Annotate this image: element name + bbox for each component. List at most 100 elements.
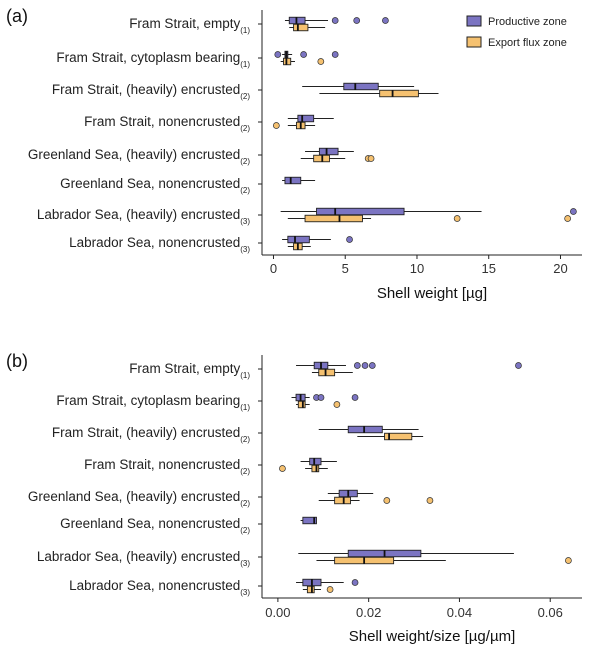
box-productive <box>274 50 339 59</box>
box-productive <box>287 114 334 123</box>
category-label-subscript: (1) <box>240 371 250 380</box>
legend-label-productive: Productive zone <box>488 16 567 28</box>
category-label-text: Fram Strait, cytoplasm bearing <box>56 393 240 408</box>
category-label: Greenland Sea, (heavily) encrusted(2) <box>28 147 250 166</box>
box-productive <box>305 147 354 156</box>
x-tick-label: 15 <box>481 261 495 276</box>
iqr-box <box>297 114 315 123</box>
box-productive <box>282 235 353 244</box>
box-export <box>287 214 572 223</box>
box-productive <box>282 176 316 185</box>
legend-label-export: Export flux zone <box>488 37 567 49</box>
outlier-point <box>351 579 359 586</box>
iqr-box <box>293 23 309 32</box>
category-label-subscript: (1) <box>240 60 250 69</box>
category-label: Labrador Sea, (heavily) encrusted(3) <box>37 207 250 226</box>
iqr-box <box>343 82 379 91</box>
iqr-box <box>384 432 413 441</box>
outlier-point <box>353 362 361 369</box>
panel-a: (a) Productive zone Export flux zone Fra… <box>6 6 582 302</box>
iqr-box <box>309 457 322 466</box>
category-label: Fram Strait, empty(1) <box>129 16 250 35</box>
category-label: Fram Strait, (heavily) encrusted(2) <box>52 425 250 444</box>
category-label-subscript: (2) <box>240 435 250 444</box>
category-label-text: Fram Strait, empty <box>129 16 240 31</box>
category-label: Greenland Sea, (heavily) encrusted(2) <box>28 489 250 508</box>
x-tick-label: 0.04 <box>447 605 472 620</box>
iqr-box <box>311 464 320 473</box>
outlier-point <box>361 362 369 369</box>
x-tick-label: 0 <box>270 261 277 276</box>
category-label-subscript: (3) <box>240 588 250 597</box>
iqr-box <box>284 176 302 185</box>
legend-swatch-export <box>466 36 482 48</box>
box-export <box>319 89 439 98</box>
box-productive <box>302 82 415 91</box>
outlier-point <box>453 215 461 222</box>
panel-b: (b) Fram Strait, empty(1)Fram Strait, cy… <box>6 351 582 645</box>
category-label-subscript: (2) <box>240 526 250 535</box>
box-productive <box>280 207 577 216</box>
box-export <box>300 154 375 163</box>
category-label: Fram Strait, nonencrusted(2) <box>84 114 250 133</box>
category-label-text: Fram Strait, (heavily) encrusted <box>52 82 240 97</box>
iqr-box <box>297 400 306 409</box>
category-label-text: Greenland Sea, nonencrusted <box>60 516 240 531</box>
box-export <box>279 464 328 473</box>
box-export <box>280 57 325 66</box>
outlier-point <box>317 58 325 65</box>
box-productive <box>300 457 337 466</box>
category-label-text: Labrador Sea, (heavily) encrusted <box>37 207 240 222</box>
category-label-text: Fram Strait, nonencrusted <box>84 114 240 129</box>
legend: Productive zone Export flux zone <box>466 15 567 49</box>
box-export <box>296 400 341 409</box>
category-label-text: Fram Strait, nonencrusted <box>84 457 240 472</box>
category-label-subscript: (2) <box>240 499 250 508</box>
box-productive <box>296 361 522 370</box>
category-label: Fram Strait, cytoplasm bearing(1) <box>56 50 250 69</box>
category-label-subscript: (3) <box>240 559 250 568</box>
iqr-box <box>347 425 383 434</box>
outlier-point <box>382 17 389 24</box>
box-export <box>357 432 424 441</box>
category-label-subscript: (2) <box>240 186 250 195</box>
category-label-subscript: (2) <box>240 124 250 133</box>
iqr-box <box>334 496 351 505</box>
iqr-box <box>316 207 405 216</box>
box-export <box>316 556 572 565</box>
box-export <box>287 242 311 251</box>
iqr-box <box>306 585 315 594</box>
category-label-subscript: (3) <box>240 245 250 254</box>
category-label: Fram Strait, (heavily) encrusted(2) <box>52 82 250 101</box>
category-label: Fram Strait, nonencrusted(2) <box>84 457 250 476</box>
x-tick-label: 0.00 <box>265 605 290 620</box>
outlier-point <box>564 215 572 222</box>
x-tick-label: 10 <box>410 261 424 276</box>
category-label-text: Greenland Sea, (heavily) encrusted <box>28 489 240 504</box>
iqr-box <box>302 516 317 525</box>
box-export <box>318 496 434 505</box>
category-label: Greenland Sea, nonencrusted(2) <box>60 516 250 535</box>
x-tick-label: 20 <box>553 261 567 276</box>
category-label: Labrador Sea, (heavily) encrusted(3) <box>37 549 250 568</box>
iqr-box <box>287 235 310 244</box>
outlier-point <box>565 557 572 564</box>
outlier-point <box>331 17 339 24</box>
x-axis-label: Shell weight [µg] <box>377 285 487 302</box>
category-label-text: Greenland Sea, nonencrusted <box>60 176 240 191</box>
outlier-point <box>333 401 341 408</box>
category-label-text: Fram Strait, empty <box>129 361 240 376</box>
box-productive <box>298 549 514 558</box>
box-productive <box>291 393 359 402</box>
category-label-text: Labrador Sea, nonencrusted <box>69 235 240 250</box>
category-label: Labrador Sea, nonencrusted(3) <box>69 235 250 254</box>
category-label: Fram Strait, cytoplasm bearing(1) <box>56 393 250 412</box>
category-label-subscript: (2) <box>240 92 250 101</box>
category-label: Greenland Sea, nonencrusted(2) <box>60 176 250 195</box>
x-tick-label: 0.06 <box>538 605 563 620</box>
outlier-point <box>383 497 391 504</box>
outlier-point <box>279 465 286 472</box>
category-label-text: Fram Strait, (heavily) encrusted <box>52 425 240 440</box>
box-productive <box>284 16 389 25</box>
